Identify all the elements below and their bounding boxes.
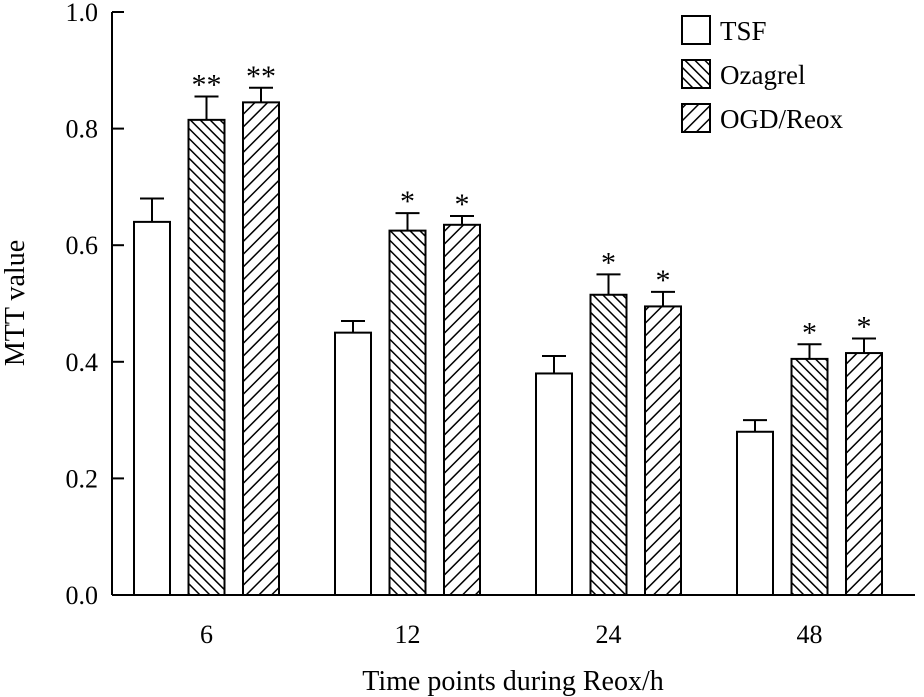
legend-label: OGD/Reox: [720, 104, 843, 134]
y-tick-label: 0.8: [66, 115, 99, 144]
bar-ogd-reox-6: [242, 101, 280, 597]
bar-ozagrel-6: [187, 118, 226, 596]
y-tick-label: 0.4: [66, 348, 99, 377]
y-tick-label: 0.6: [66, 231, 99, 260]
legend: TSF Ozagrel OGD/Reox: [681, 15, 843, 134]
legend-swatch: [681, 15, 711, 45]
y-tick-label: 1.0: [66, 0, 99, 27]
significance-marker: *: [455, 188, 470, 221]
y-tick-label: 0.2: [66, 464, 99, 493]
bar-ozagrel-12: [388, 229, 427, 596]
bar-tsf-48: [736, 430, 774, 597]
significance-marker: **: [246, 60, 276, 93]
y-tick-label: 0.0: [66, 581, 99, 610]
significance-marker: **: [192, 69, 222, 102]
bar-ozagrel-24: [589, 293, 628, 596]
x-tick-label: 24: [596, 620, 622, 649]
x-axis-label: Time points during Reox/h: [362, 666, 664, 697]
significance-marker: *: [857, 310, 872, 343]
legend-label: TSF: [720, 16, 767, 46]
significance-marker: *: [656, 264, 671, 297]
legend-swatch: [681, 103, 711, 133]
legend-label: Ozagrel: [720, 60, 805, 90]
bar-ogd-reox-24: [644, 305, 682, 596]
significance-marker: *: [802, 316, 817, 349]
x-tick-label: 48: [797, 620, 823, 649]
significance-marker: *: [400, 185, 415, 218]
x-ticks: 6 12 24 48: [200, 620, 823, 649]
y-axis-label: MTT value: [0, 240, 31, 366]
significance-marker: *: [601, 246, 616, 279]
bars: ** *** **** *: [133, 60, 883, 597]
legend-swatch: [681, 59, 711, 89]
bar-ogd-reox-12: [443, 223, 481, 596]
x-tick-label: 12: [395, 620, 421, 649]
bar-tsf-24: [535, 372, 573, 596]
bar-tsf-6: [133, 220, 171, 596]
y-ticks: 0.0 0.2 0.4 0.6 0.8 1.0: [66, 0, 124, 610]
bar-ogd-reox-48: [845, 352, 883, 596]
bar-ozagrel-48: [790, 357, 829, 597]
x-tick-label: 6: [200, 620, 213, 649]
bar-tsf-12: [334, 331, 372, 596]
